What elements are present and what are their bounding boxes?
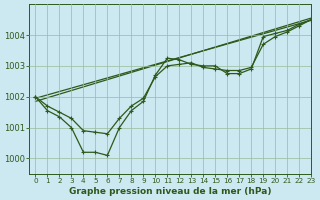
X-axis label: Graphe pression niveau de la mer (hPa): Graphe pression niveau de la mer (hPa) (69, 187, 272, 196)
